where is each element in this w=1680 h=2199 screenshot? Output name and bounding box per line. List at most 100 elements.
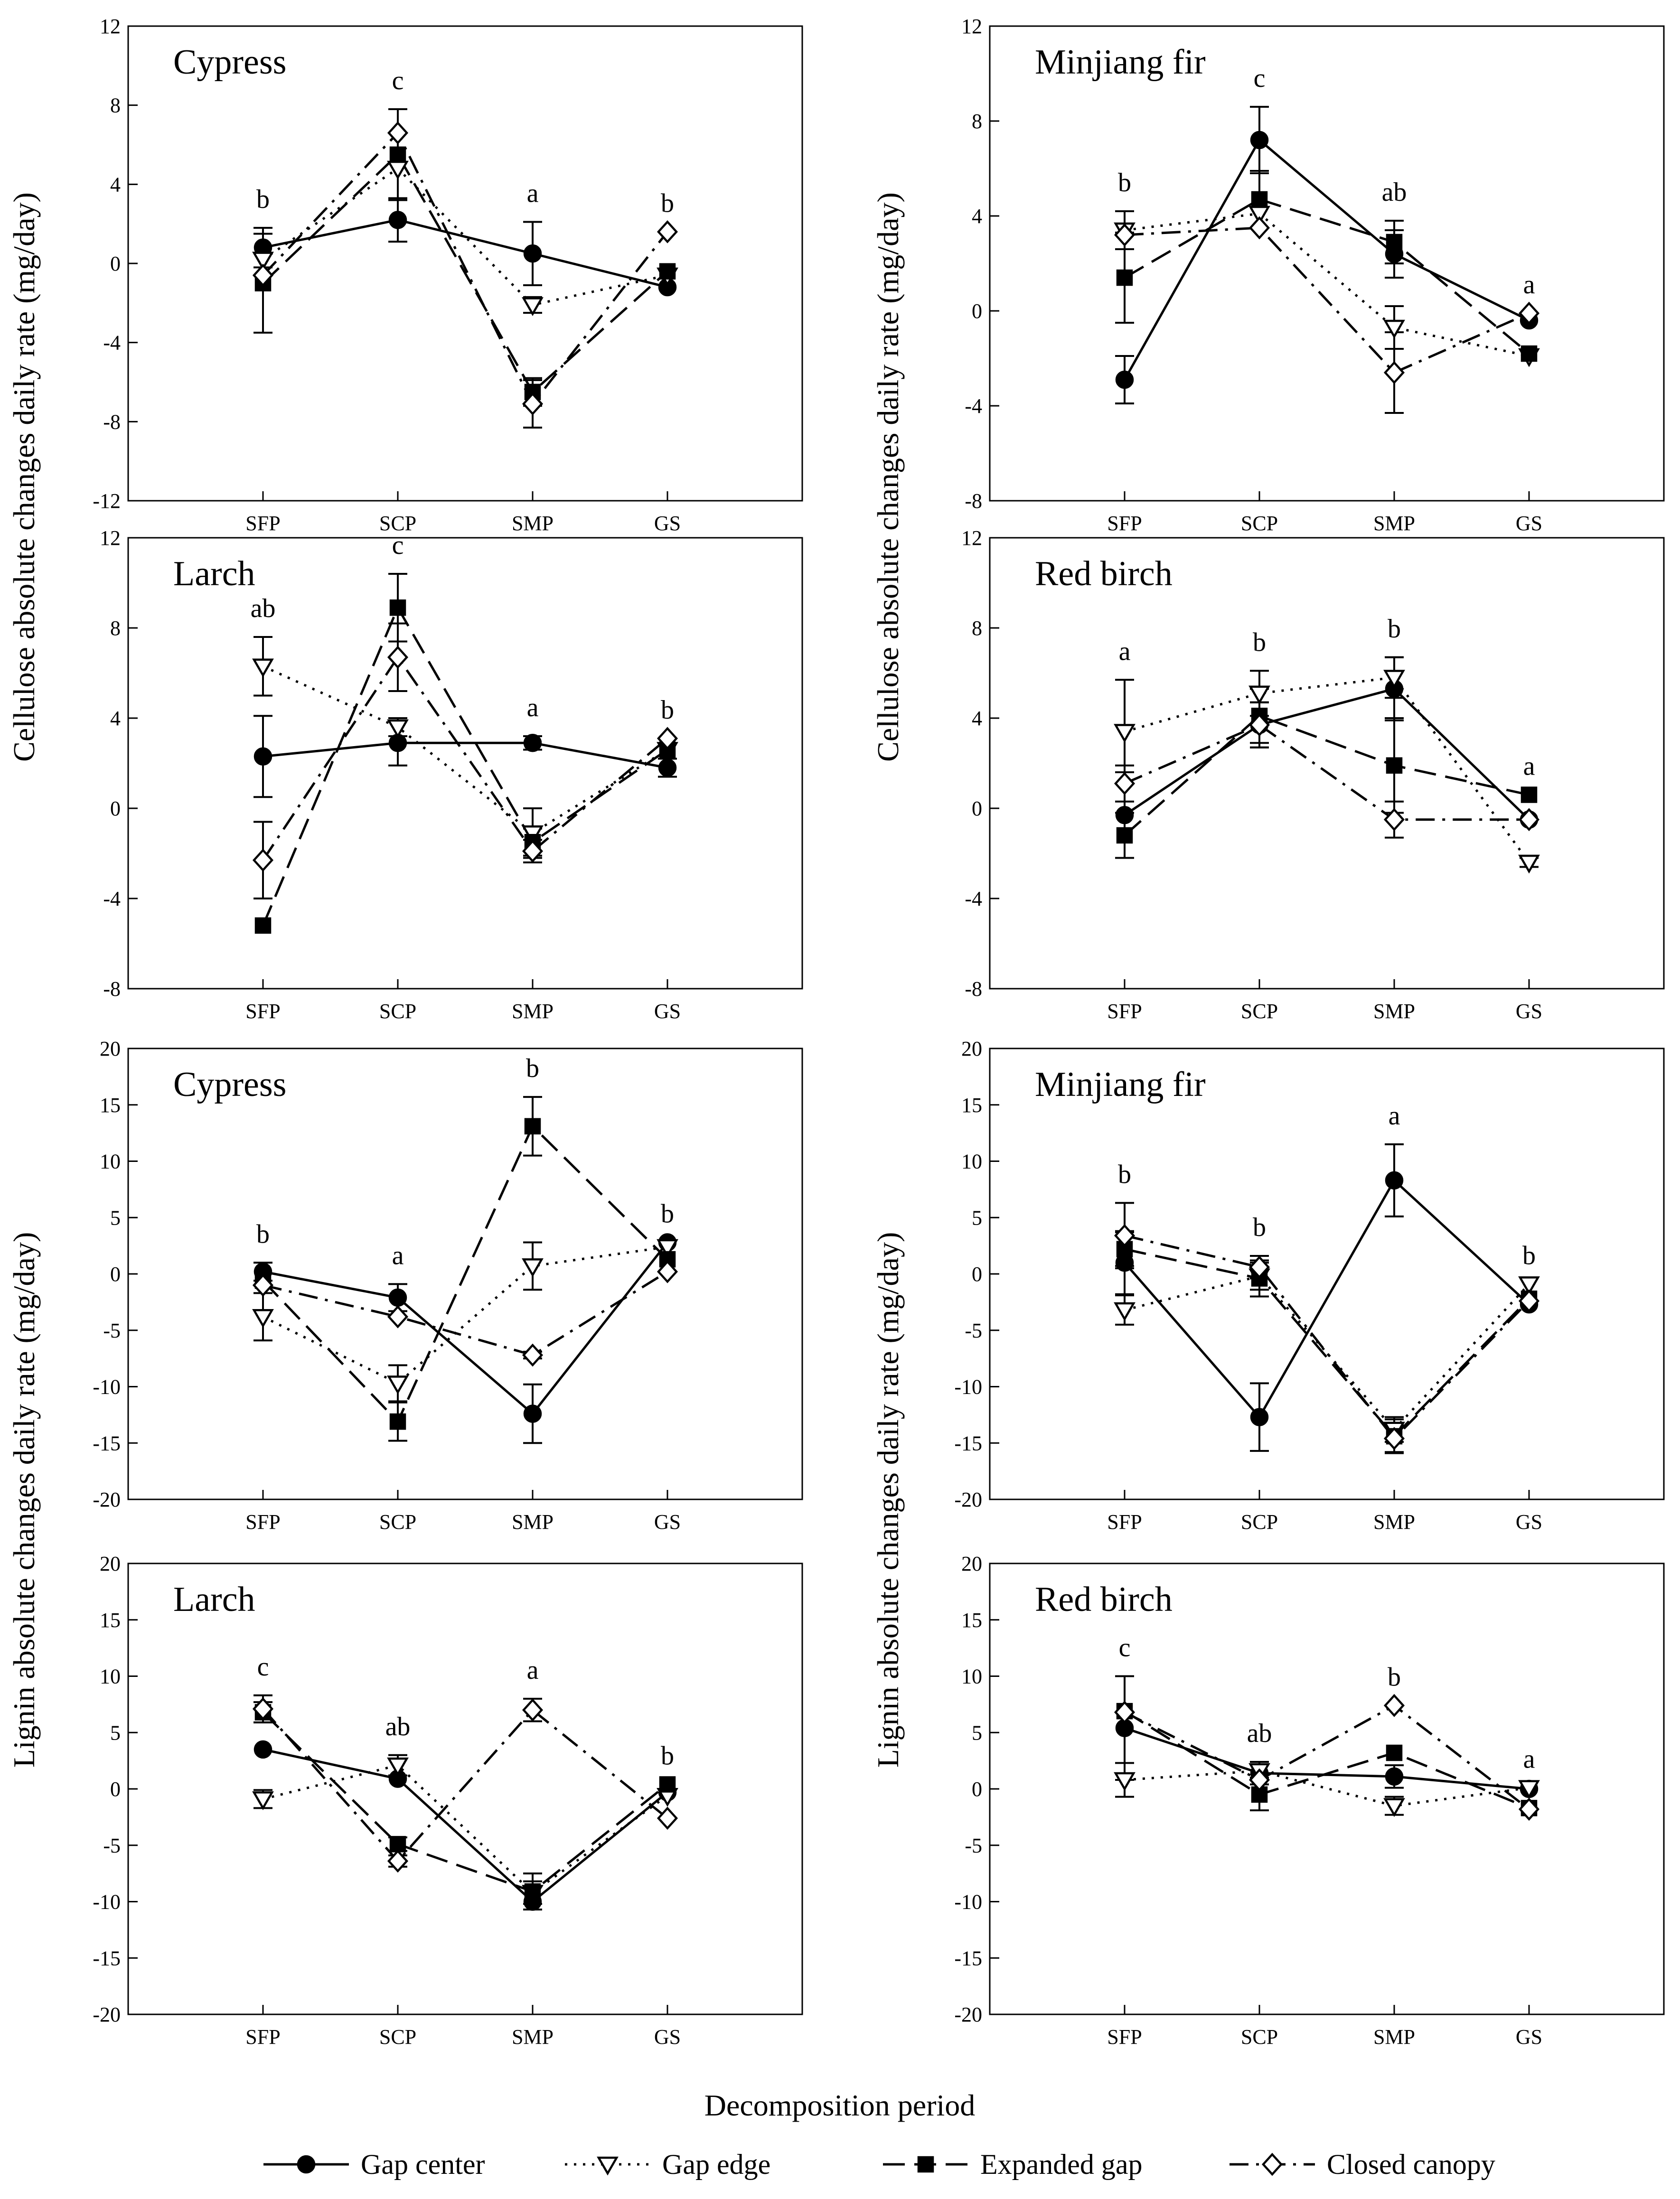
significance-label: c	[1119, 1633, 1131, 1663]
series-line	[1124, 676, 1530, 863]
significance-label: ab	[251, 594, 276, 623]
data-point	[389, 146, 406, 163]
data-point	[1518, 1780, 1540, 1799]
data-point	[522, 392, 544, 416]
y-tick-label: 0	[110, 252, 121, 275]
data-point	[388, 211, 407, 229]
series-line	[262, 152, 668, 394]
significance-label: b	[661, 1199, 674, 1229]
series-line	[1124, 1178, 1530, 1419]
series-closed-canopy	[262, 131, 668, 429]
series-line	[1124, 1710, 1530, 1809]
y-tick-label: -20	[954, 1488, 982, 1511]
significance-label: b	[256, 1219, 270, 1249]
data-point	[387, 121, 409, 145]
data-point	[523, 244, 542, 263]
plot-frame	[989, 25, 1665, 502]
panel-title: Red birch	[1035, 554, 1173, 593]
data-point	[254, 917, 272, 934]
legend-marker	[297, 2155, 316, 2174]
data-point	[387, 1849, 409, 1873]
data-point	[1116, 827, 1133, 844]
series-line	[262, 665, 668, 835]
y-axis-title-lignin-right: Lignin absolute changes daily rate (mg/d…	[871, 1232, 905, 1768]
y-tick-label: 20	[961, 1037, 982, 1060]
series-line	[1124, 1234, 1530, 1441]
series-gap-edge	[262, 167, 668, 314]
panel-title: Red birch	[1035, 1580, 1173, 1619]
x-tick-label-sfp: SFP	[245, 1510, 280, 1534]
y-tick-label: -15	[954, 1432, 982, 1455]
y-tick-label: -12	[93, 489, 121, 513]
data-point	[253, 1740, 272, 1759]
y-tick-label: 4	[972, 707, 982, 730]
x-tick-label-scp: SCP	[1241, 1510, 1278, 1534]
series-line	[263, 218, 668, 289]
y-tick-label: -10	[954, 1890, 982, 1914]
data-point	[1114, 1302, 1136, 1321]
data-point	[1518, 854, 1540, 874]
legend-marker	[917, 2156, 934, 2173]
series-line	[263, 1764, 668, 1894]
data-point	[524, 1118, 541, 1135]
series-line	[262, 605, 668, 926]
significance-label: a	[1523, 752, 1535, 781]
data-point	[1520, 345, 1538, 362]
x-tick-label-gs: GS	[1516, 1510, 1542, 1534]
x-tick-label-sfp: SFP	[1107, 1510, 1142, 1534]
y-tick-label: -10	[93, 1890, 121, 1914]
data-point	[657, 1806, 678, 1830]
data-point	[1115, 806, 1134, 824]
data-point	[1250, 1408, 1269, 1426]
significance-label: b	[1522, 1241, 1536, 1270]
y-tick-label: 8	[110, 94, 121, 117]
series-gap-center	[1115, 1143, 1530, 1452]
significance-label: a	[1389, 1101, 1400, 1131]
y-tick-label: 20	[100, 1552, 121, 1575]
data-point	[1383, 361, 1405, 384]
plot-frame	[127, 1563, 803, 2015]
y-tick-label: -5	[103, 1319, 121, 1342]
data-point	[389, 1836, 406, 1853]
y-tick-label: 10	[961, 1665, 982, 1688]
legend: Gap center Gap edge Expanded gap Closed can…	[263, 2149, 1495, 2180]
series-expanded-gap	[253, 1701, 668, 1911]
data-point	[659, 263, 676, 280]
plot-frame	[989, 1048, 1665, 1500]
y-tick-label: 5	[972, 1206, 982, 1229]
data-point	[1248, 1255, 1270, 1279]
series-line	[262, 131, 668, 406]
y-tick-label: 8	[972, 617, 982, 640]
y-tick-label: -4	[103, 331, 121, 355]
y-tick-label: 15	[100, 1609, 121, 1632]
data-point	[387, 1376, 409, 1394]
significance-label: c	[392, 66, 404, 95]
series-closed-canopy	[1115, 701, 1529, 839]
series-line	[1124, 198, 1530, 355]
panel-title: Cypress	[173, 43, 286, 82]
data-point	[522, 1698, 544, 1722]
x-tick-label-gs: GS	[1516, 2025, 1542, 2049]
data-point	[658, 758, 677, 777]
series-gap-center	[1115, 1675, 1530, 1790]
x-tick-label-sfp: SFP	[245, 2025, 280, 2049]
y-tick-label: -10	[954, 1376, 982, 1399]
series-gap-center	[1115, 656, 1530, 859]
x-tick-label-smp: SMP	[512, 512, 554, 535]
legend-entry-expanded-gap: Expanded gap	[883, 2149, 1143, 2180]
y-tick-label: -15	[93, 1946, 121, 1970]
y-tick-label: -15	[93, 1432, 121, 1455]
data-point	[1383, 1427, 1405, 1450]
data-point	[252, 1697, 274, 1721]
significance-label: ab	[385, 1712, 411, 1741]
x-tick-label-sfp: SFP	[245, 512, 280, 535]
data-point	[522, 297, 544, 317]
data-point	[523, 734, 542, 752]
series-line	[1124, 1248, 1530, 1438]
x-tick-label-smp: SMP	[512, 1000, 554, 1023]
series-expanded-gap	[1115, 170, 1530, 355]
data-point	[1251, 191, 1268, 208]
x-axis-title: Decomposition period	[704, 2088, 976, 2122]
series-gap-center	[263, 1748, 668, 1903]
